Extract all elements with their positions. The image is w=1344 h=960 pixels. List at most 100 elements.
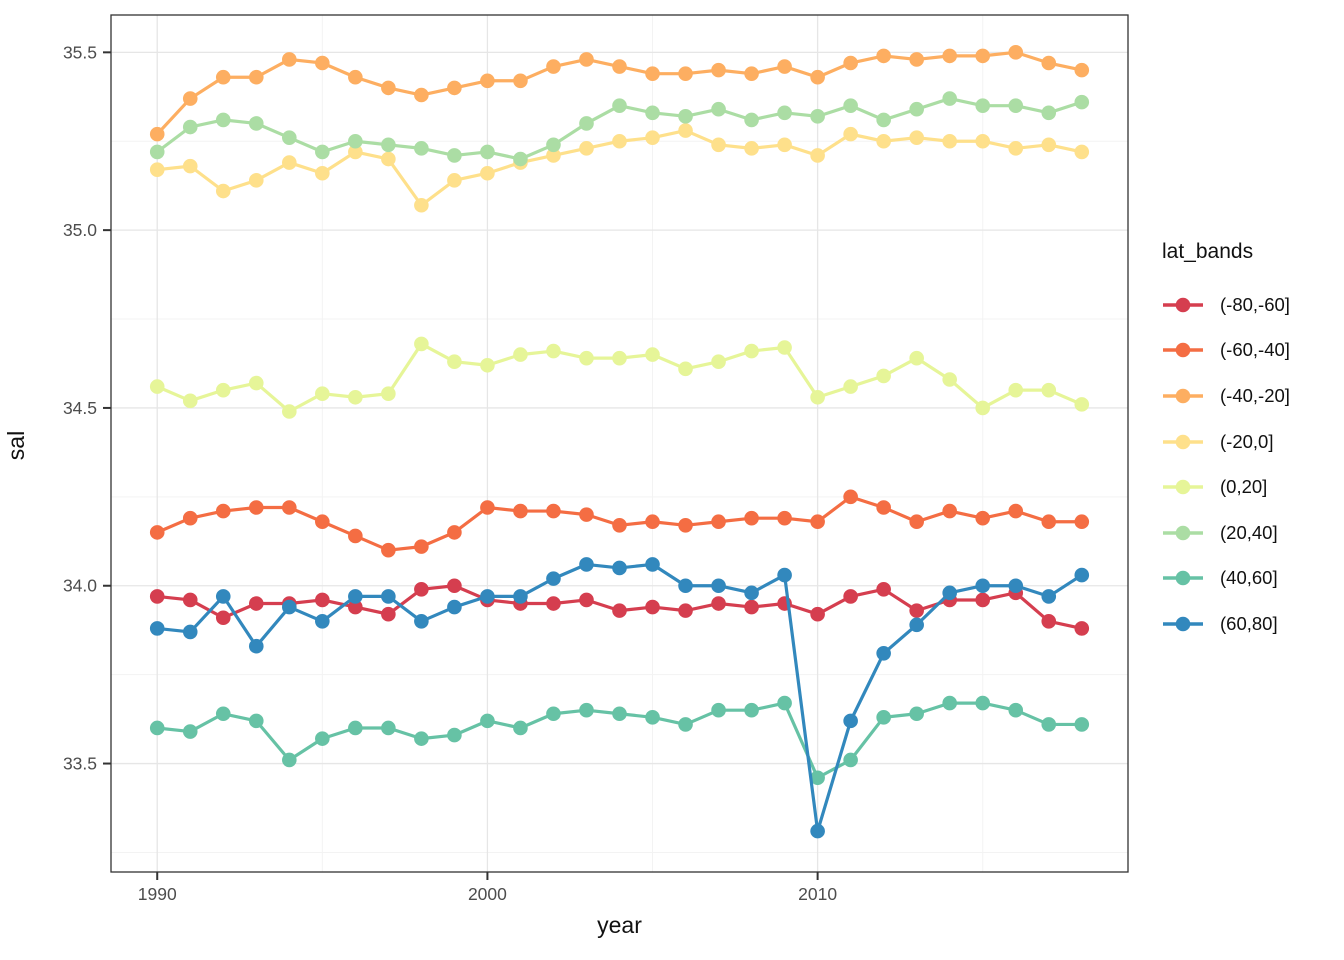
data-point <box>149 720 165 736</box>
data-point <box>843 489 858 505</box>
data-point <box>215 706 231 722</box>
data-point <box>182 91 198 106</box>
data-point <box>1008 45 1024 60</box>
data-point <box>876 48 891 64</box>
legend-title: lat_bands <box>1162 240 1254 263</box>
data-point <box>711 354 726 370</box>
data-point <box>810 109 825 124</box>
data-point <box>414 197 429 213</box>
data-point <box>843 713 858 729</box>
data-point <box>579 350 594 366</box>
data-point <box>777 137 792 153</box>
y-axis: 33.5 34.0 34.5 35.0 35.5 <box>63 42 111 774</box>
data-point <box>810 823 825 839</box>
data-point <box>315 514 330 530</box>
data-point <box>645 130 660 145</box>
data-point <box>513 589 528 604</box>
data-point <box>777 340 792 355</box>
data-point <box>215 503 231 519</box>
legend-entry-label: (20,40] <box>1220 521 1278 543</box>
data-point <box>546 343 561 359</box>
data-point <box>381 542 396 558</box>
data-point <box>248 116 264 131</box>
series-(-60,-40] <box>149 489 1090 558</box>
data-point <box>282 52 297 67</box>
data-point <box>1008 578 1024 594</box>
legend-entry: (0,20] <box>1160 464 1290 510</box>
data-point <box>678 361 693 377</box>
data-point <box>744 141 759 156</box>
data-point <box>612 98 627 113</box>
data-point <box>182 393 198 409</box>
legend-entry-label: (60,80] <box>1220 612 1278 634</box>
data-point <box>810 514 825 530</box>
data-point <box>414 731 429 746</box>
data-point <box>579 702 594 718</box>
data-point <box>1008 503 1024 519</box>
data-point <box>1041 382 1057 398</box>
legend-key-icon <box>1163 616 1203 632</box>
data-point <box>678 66 693 81</box>
data-point <box>248 596 264 611</box>
data-point <box>414 614 429 629</box>
data-point <box>182 724 198 739</box>
data-point <box>1008 98 1024 113</box>
data-point <box>744 585 759 601</box>
data-point <box>1008 382 1024 398</box>
data-point <box>777 695 792 711</box>
data-point <box>711 62 726 78</box>
series-(-40,-20] <box>149 45 1090 142</box>
data-point <box>744 510 759 526</box>
data-point <box>1041 514 1057 530</box>
data-point <box>942 48 957 64</box>
data-point <box>546 59 561 74</box>
data-point <box>810 69 825 85</box>
data-point <box>149 162 165 177</box>
data-point <box>645 710 660 725</box>
data-point <box>876 710 891 725</box>
data-point <box>149 126 165 142</box>
data-point <box>711 702 726 718</box>
legend-entry-label: (40,60] <box>1220 567 1278 589</box>
data-point <box>909 603 924 618</box>
data-point <box>1074 567 1090 583</box>
data-point <box>876 133 891 149</box>
data-point <box>513 151 528 167</box>
data-point <box>843 589 858 604</box>
data-point <box>414 581 429 597</box>
data-point <box>975 510 991 526</box>
data-point <box>744 599 759 615</box>
data-point <box>876 112 891 128</box>
data-point <box>348 144 363 160</box>
data-point <box>843 98 858 113</box>
data-point <box>215 589 231 604</box>
data-point <box>777 567 792 583</box>
data-point <box>447 578 462 594</box>
series-(20,40] <box>149 91 1090 167</box>
data-point <box>612 133 627 149</box>
data-point <box>612 706 627 722</box>
data-point <box>1041 105 1057 121</box>
legend-key-icon <box>1163 343 1203 358</box>
data-point <box>1074 621 1090 636</box>
data-point <box>1074 144 1090 160</box>
data-point <box>447 354 462 370</box>
data-point <box>1041 589 1057 604</box>
x-tick-label: 2010 <box>798 884 837 904</box>
data-point <box>381 137 396 153</box>
data-point <box>678 109 693 124</box>
data-point <box>579 141 594 156</box>
legend-key-icon <box>1163 297 1203 313</box>
data-point <box>513 347 528 362</box>
data-point <box>612 603 627 618</box>
data-point <box>447 80 462 96</box>
legend-entry: (20,40] <box>1160 510 1290 556</box>
data-point <box>645 599 660 615</box>
data-point <box>678 603 693 618</box>
legend-key-icon <box>1163 479 1203 495</box>
data-point <box>248 713 264 729</box>
data-point <box>612 350 627 366</box>
data-point <box>711 578 726 594</box>
data-point <box>579 507 594 522</box>
data-point <box>744 343 759 359</box>
